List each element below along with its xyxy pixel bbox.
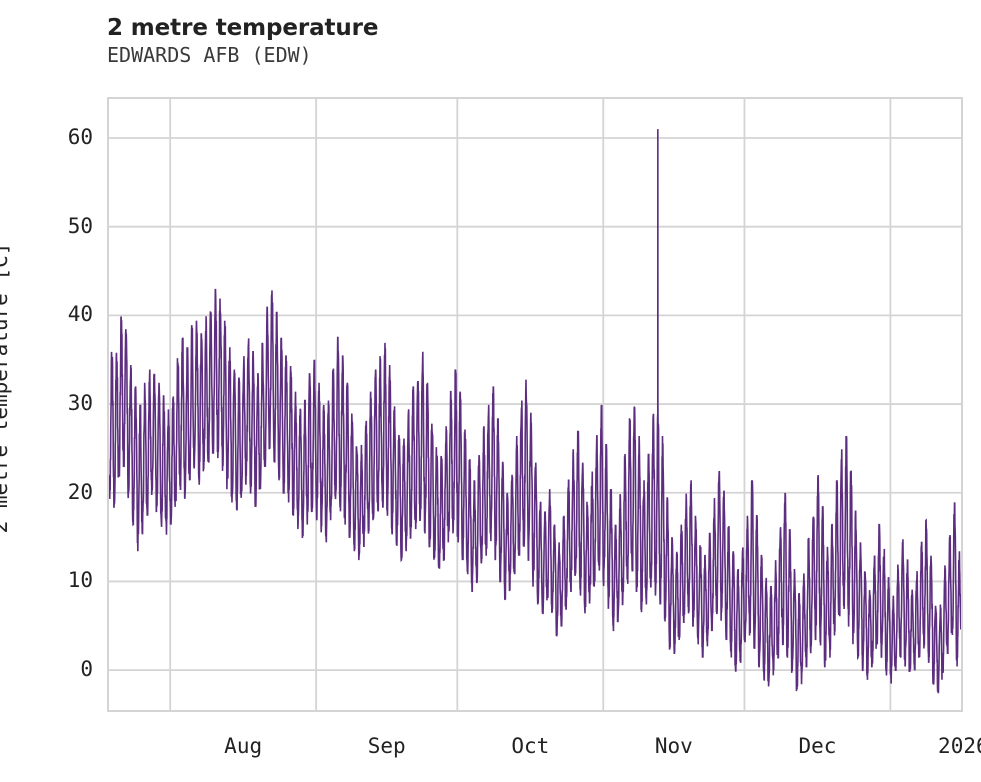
y-tick-label: 0 [80, 657, 93, 682]
timeseries-plot [109, 99, 961, 710]
y-tick-label: 60 [67, 125, 93, 150]
page-title: 2 metre temperature [107, 15, 379, 41]
x-tick-label: Oct [511, 734, 550, 758]
x-tick-label: Sep [367, 734, 406, 758]
title-block: 2 metre temperature EDWARDS AFB (EDW) [107, 14, 807, 69]
y-tick-label: 30 [67, 391, 93, 416]
x-tick-label: Dec [798, 734, 837, 758]
x-tick-label: Nov [654, 734, 693, 758]
y-tick-label: 40 [67, 302, 93, 327]
y-tick-label: 20 [67, 479, 93, 504]
y-tick-label: 50 [67, 213, 93, 238]
y-tick-label: 10 [67, 568, 93, 593]
chart-subtitle: EDWARDS AFB (EDW) [107, 43, 312, 67]
plot-area [107, 97, 963, 712]
x-tick-label: Aug [224, 734, 263, 758]
x-tick-label: 2026 [938, 734, 981, 758]
y-tick-labels: 0 10 20 30 40 50 60 [0, 0, 93, 782]
temperature-series-line [109, 129, 961, 694]
